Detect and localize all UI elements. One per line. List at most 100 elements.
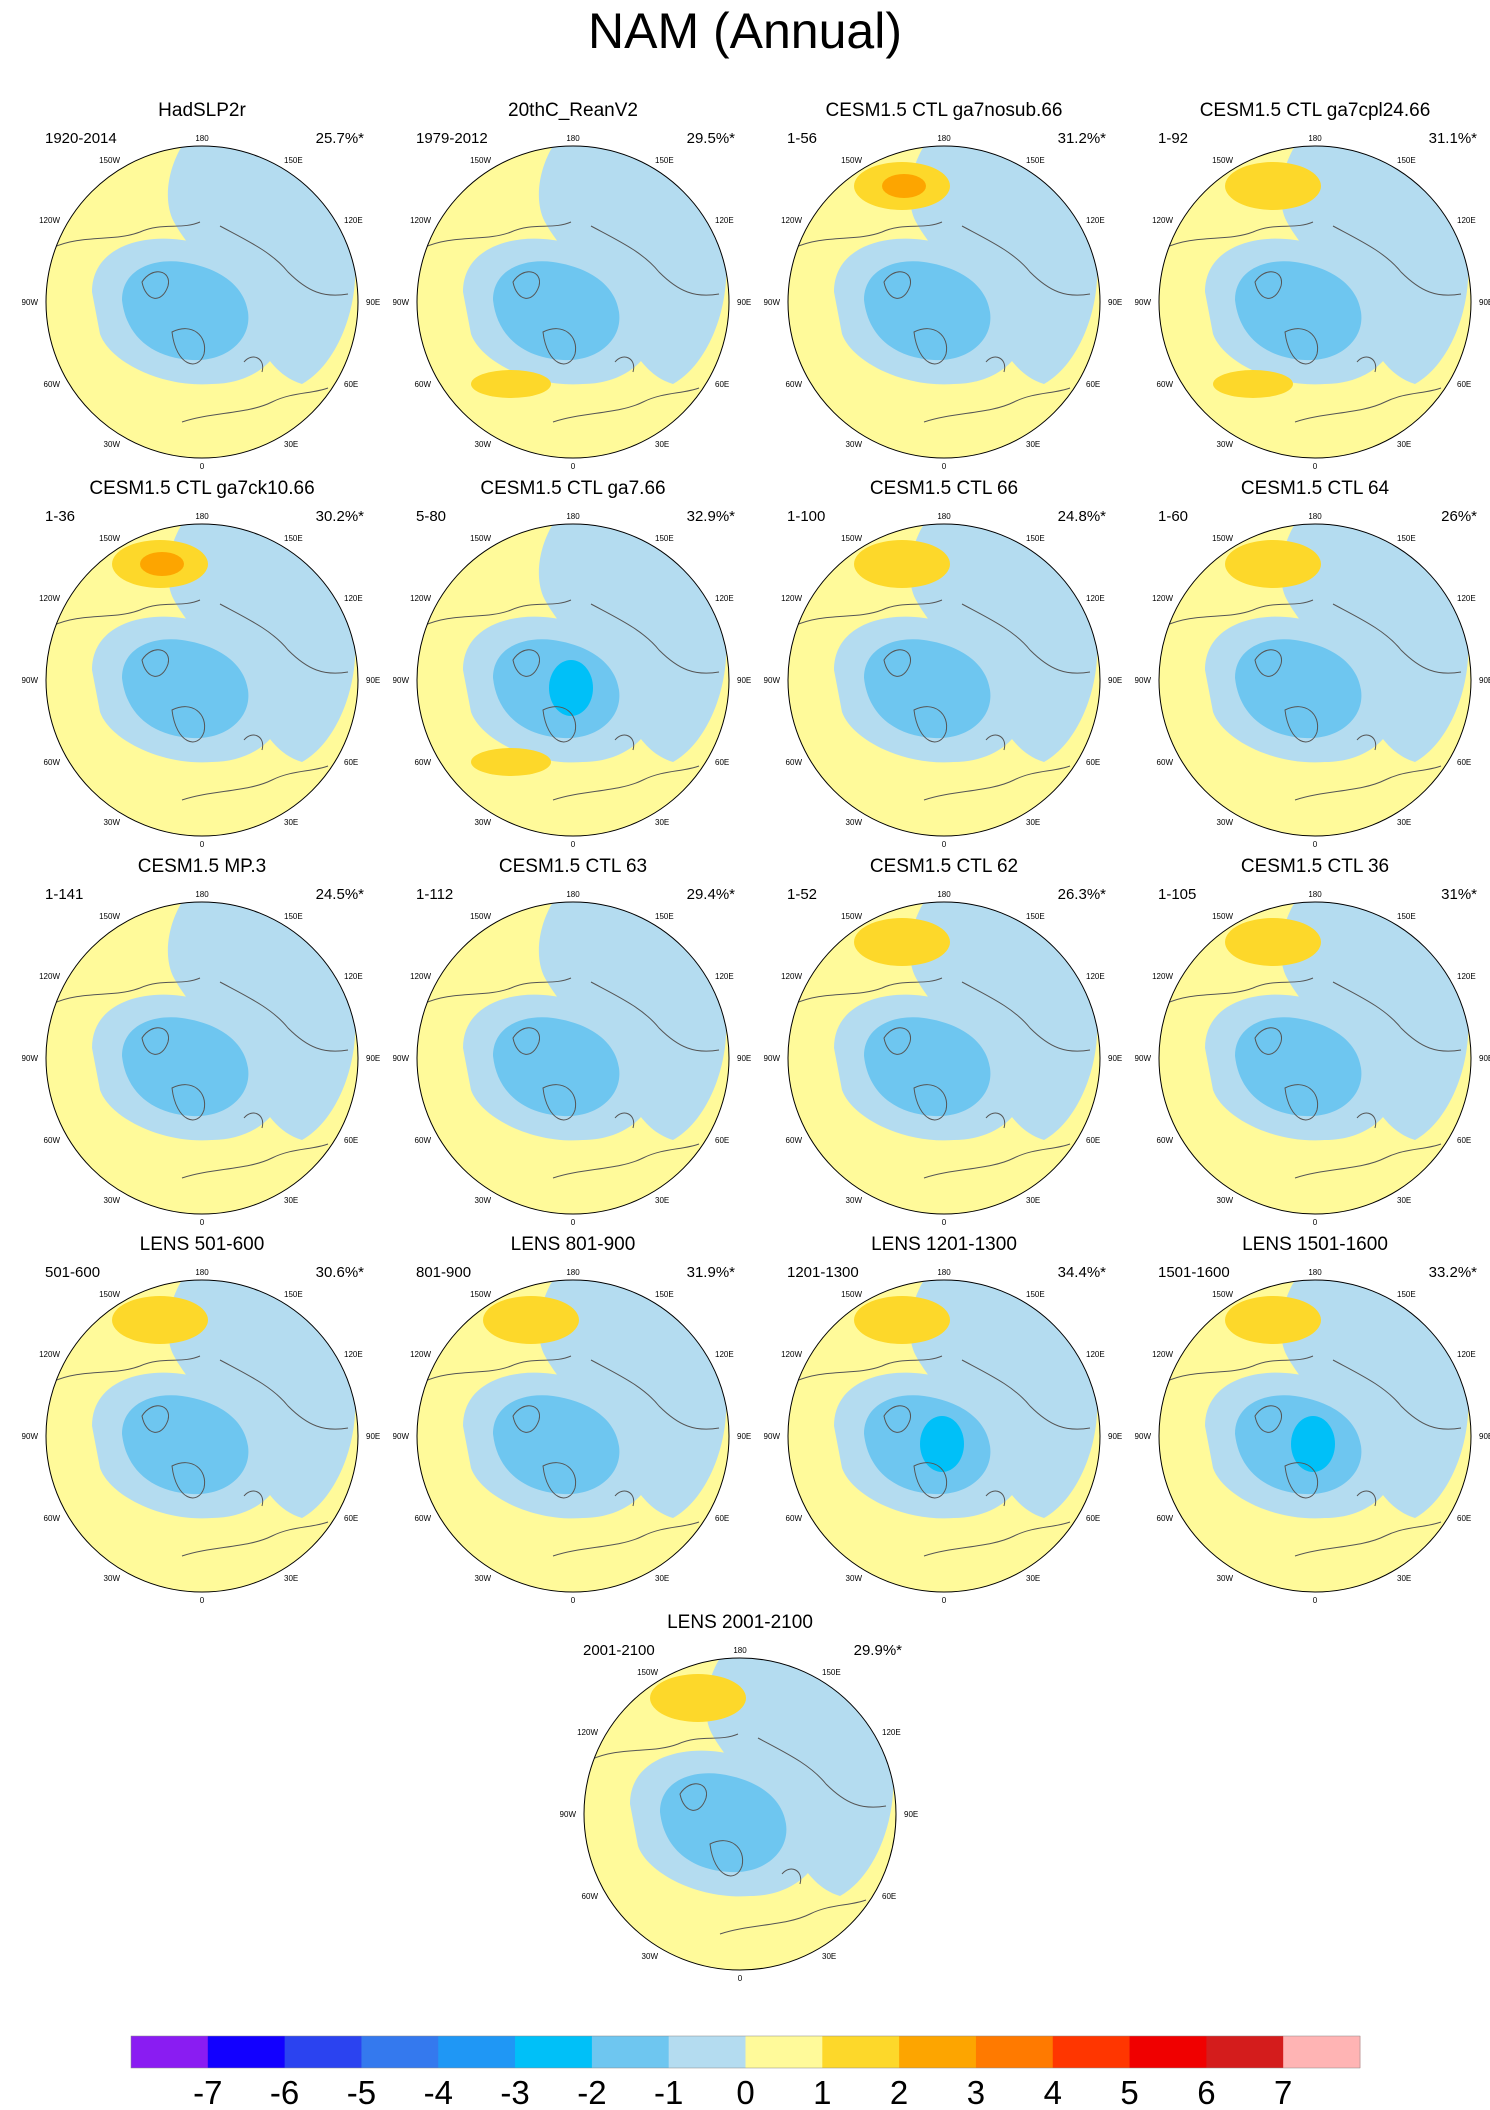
longitude-label: 150E (1026, 1290, 1045, 1299)
longitude-label: 60W (786, 380, 803, 389)
coastline-north-america (589, 1733, 739, 1761)
coastlines (1164, 1355, 1462, 1557)
coastlines (51, 599, 349, 801)
longitude-label: 90E (737, 1054, 751, 1063)
coastline-eurasia (1332, 1359, 1462, 1430)
longitude-label: 120E (1086, 216, 1105, 225)
longitude-label: 120W (1152, 972, 1173, 981)
panel-variance: 25.7%* (315, 130, 364, 147)
coastline-islands (512, 649, 540, 677)
longitude-label: 150E (1397, 912, 1416, 921)
coastline-scandinavia (243, 1490, 264, 1507)
longitude-label: 120E (1457, 216, 1476, 225)
coastline-north-america (422, 599, 572, 627)
longitude-label: 150W (99, 534, 120, 543)
coastline-north-america (1164, 1355, 1314, 1383)
negative-region-pacific-arm (1280, 146, 1469, 384)
map-boundary (1158, 1279, 1472, 1593)
longitude-label: 30W (104, 440, 121, 449)
longitude-label: 60E (1457, 1136, 1471, 1145)
longitude-label: 30E (284, 1574, 298, 1583)
longitude-label: 90W (22, 676, 38, 685)
panel-period: 1-52 (787, 886, 818, 903)
longitude-label: 60W (415, 1514, 432, 1523)
coastline-eurasia (757, 1737, 887, 1808)
coastline-north-america (422, 977, 572, 1005)
positive-atlantic-anomaly (471, 748, 551, 776)
map-boundary (416, 523, 730, 837)
coastline-eurasia (590, 1359, 720, 1430)
negative-core-arctic (1235, 261, 1362, 361)
longitude-label: 150W (99, 912, 120, 921)
longitude-label: 120E (1457, 972, 1476, 981)
coastline-greenland (1284, 706, 1319, 743)
longitude-label: 30W (475, 818, 492, 827)
colorbar-tick-label: 2 (890, 2074, 908, 2110)
panel-title: LENS 1201-1300 (871, 1234, 1017, 1255)
negative-core-arctic (660, 1773, 787, 1873)
map-panel: CESM1.5 CTL ga7.66 5-80 32.9%* 180 150E 120E 9… (393, 478, 753, 858)
longitude-label: 0 (200, 840, 205, 849)
longitude-label: 150W (470, 156, 491, 165)
coastline-scandinavia (614, 356, 635, 373)
panel-title: CESM1.5 CTL 63 (498, 856, 648, 877)
longitude-label: 0 (1313, 462, 1318, 471)
coastline-north-america (51, 1355, 201, 1383)
coastline-eurasia (961, 1359, 1091, 1430)
longitude-label: 90W (764, 1054, 780, 1063)
longitude-label: 150E (1397, 534, 1416, 543)
longitude-label: 90W (393, 1432, 409, 1441)
polar-map: 180 150E 120E 90E 60E 30E 0 30W 60W 90W 120W 150W (1135, 890, 1490, 1227)
positive-pacific-peak (140, 552, 184, 576)
longitude-label: 180 (1308, 512, 1322, 521)
longitude-label: 60W (786, 1514, 803, 1523)
longitude-label: 90E (366, 298, 380, 307)
coastline-islands (883, 1405, 911, 1433)
panel-variance: 29.9%* (853, 1642, 902, 1659)
coastline-islands (141, 649, 169, 677)
longitude-label: 120W (410, 594, 431, 603)
longitude-label: 60W (582, 1892, 599, 1901)
longitude-label: 60W (44, 380, 61, 389)
longitude-label: 120W (39, 594, 60, 603)
panel-variance: 31.2%* (1057, 130, 1106, 147)
coastline-north-america (51, 221, 201, 249)
panel-period: 1-36 (45, 508, 76, 525)
coastline-scandinavia (985, 1112, 1006, 1129)
coastlines (793, 1355, 1091, 1557)
longitude-label: 90W (764, 1432, 780, 1441)
longitude-label: 90E (366, 1432, 380, 1441)
map-boundary (45, 145, 359, 459)
coastline-islands (1254, 1405, 1282, 1433)
longitude-label: 30E (284, 440, 298, 449)
colorbar-tick-label: 6 (1197, 2074, 1215, 2110)
longitude-label: 30W (475, 440, 492, 449)
longitude-label: 0 (200, 1218, 205, 1227)
coastline-greenland (1284, 1084, 1319, 1121)
panel-variance: 29.5%* (686, 130, 735, 147)
longitude-label: 0 (571, 1596, 576, 1605)
longitude-label: 180 (195, 1268, 209, 1277)
coastline-greenland (1284, 1462, 1319, 1499)
longitude-label: 90W (1135, 1054, 1151, 1063)
longitude-label: 60E (1457, 380, 1471, 389)
longitude-label: 120W (781, 1350, 802, 1359)
longitude-label: 90W (1135, 676, 1151, 685)
coastline-europe (1294, 387, 1442, 423)
longitude-label: 180 (566, 512, 580, 521)
coastline-islands (512, 1027, 540, 1055)
longitude-label: 90E (366, 1054, 380, 1063)
longitude-label: 30E (655, 1574, 669, 1583)
colorbar-swatch (515, 2036, 593, 2068)
panel-title: CESM1.5 CTL ga7cpl24.66 (1199, 100, 1431, 121)
positive-pacific-anomaly (854, 918, 950, 966)
longitude-label: 180 (937, 1268, 951, 1277)
longitude-label: 90W (1135, 1432, 1151, 1441)
negative-region-pacific-arm (909, 902, 1098, 1140)
coastline-eurasia (961, 981, 1091, 1052)
longitude-label: 60E (344, 1514, 358, 1523)
longitude-label: 120E (344, 594, 363, 603)
colorbar: -7 -6 -5 -4 -3 -2 -1 0 1 2 3 4 5 6 7 (130, 2035, 1361, 2110)
polar-map: 180 150E 120E 90E 60E 30E 0 30W 60W 90W 120W 150W (393, 512, 751, 849)
panel-variance: 31.9%* (686, 1264, 735, 1281)
